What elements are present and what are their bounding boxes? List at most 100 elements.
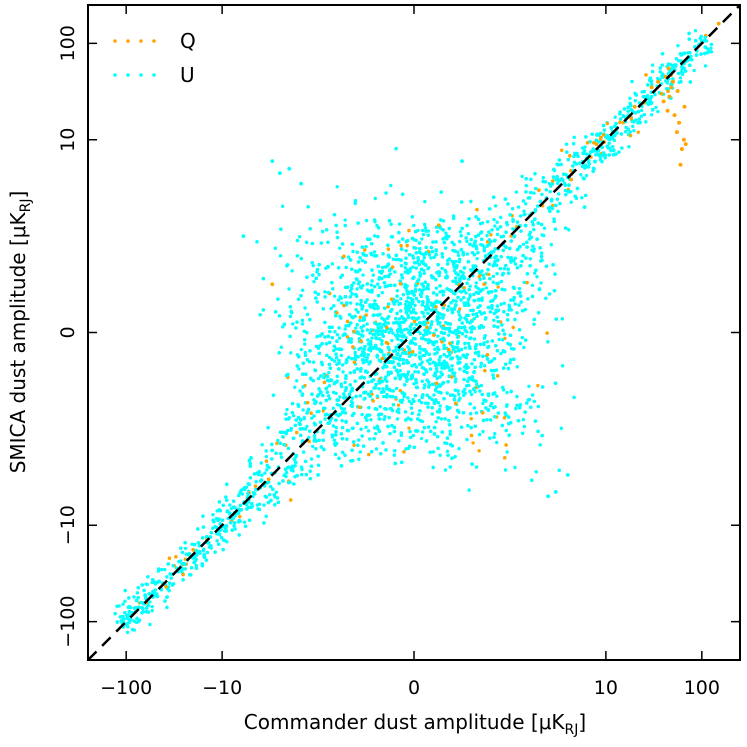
density-point-u bbox=[499, 351, 503, 356]
density-point-u bbox=[438, 290, 442, 294]
density-point-u bbox=[293, 385, 297, 390]
density-point-u bbox=[153, 588, 158, 592]
density-point-u bbox=[639, 114, 644, 119]
density-point-u bbox=[262, 503, 266, 507]
density-point-u bbox=[217, 532, 222, 537]
density-point-u bbox=[430, 397, 434, 402]
density-point-u bbox=[486, 393, 491, 398]
density-point-u bbox=[337, 336, 342, 340]
density-point-u bbox=[359, 353, 364, 357]
density-point-u bbox=[256, 472, 261, 477]
density-point-u bbox=[512, 357, 516, 361]
data-point-u bbox=[565, 472, 570, 477]
density-point-u bbox=[413, 261, 417, 265]
density-point-u bbox=[495, 315, 499, 319]
density-point-u bbox=[352, 370, 357, 374]
density-point-u bbox=[259, 461, 263, 465]
density-point-u bbox=[373, 386, 378, 390]
density-point-u bbox=[495, 349, 500, 353]
density-point-u bbox=[364, 218, 369, 223]
density-point-u bbox=[357, 438, 361, 442]
density-point-q bbox=[345, 319, 350, 324]
density-point-u bbox=[493, 247, 497, 251]
density-point-u bbox=[457, 318, 462, 322]
density-point-u bbox=[607, 146, 612, 151]
density-point-u bbox=[459, 425, 464, 429]
density-point-u bbox=[649, 113, 654, 117]
density-point-u bbox=[319, 241, 323, 245]
density-point-u bbox=[571, 142, 576, 146]
density-point-u bbox=[392, 425, 397, 430]
density-point-u bbox=[413, 342, 418, 346]
density-point-q bbox=[407, 228, 411, 233]
density-point-u bbox=[609, 126, 614, 130]
density-point-u bbox=[607, 153, 611, 157]
density-point-u bbox=[439, 190, 443, 194]
density-point-u bbox=[340, 450, 345, 455]
density-point-u bbox=[434, 286, 439, 290]
density-point-u bbox=[395, 294, 399, 298]
density-point-u bbox=[638, 120, 642, 125]
density-point-u bbox=[594, 153, 598, 157]
density-point-u bbox=[676, 71, 681, 76]
density-point-u bbox=[498, 266, 502, 271]
density-point-u bbox=[365, 328, 370, 332]
density-point-u bbox=[531, 223, 535, 227]
density-point-u bbox=[254, 487, 258, 492]
density-point-u bbox=[465, 437, 469, 442]
density-point-u bbox=[453, 380, 458, 384]
density-point-q bbox=[385, 325, 389, 330]
density-point-u bbox=[591, 169, 595, 173]
density-point-u bbox=[216, 542, 221, 546]
density-point-u bbox=[462, 301, 466, 305]
density-point-u bbox=[488, 436, 492, 440]
density-point-u bbox=[377, 429, 382, 434]
density-point-u bbox=[378, 349, 383, 353]
density-point-u bbox=[521, 242, 526, 246]
density-point-u bbox=[500, 323, 504, 327]
density-point-u bbox=[447, 423, 452, 427]
density-point-u bbox=[426, 380, 431, 384]
density-point-u bbox=[500, 287, 504, 292]
density-point-u bbox=[224, 495, 228, 499]
density-point-u bbox=[386, 302, 391, 306]
density-point-u bbox=[377, 337, 382, 341]
density-point-u bbox=[464, 363, 468, 367]
density-point-u bbox=[579, 173, 583, 177]
density-point-u bbox=[475, 382, 479, 386]
density-point-u bbox=[400, 400, 404, 404]
density-point-u bbox=[183, 546, 188, 551]
density-point-u bbox=[334, 429, 338, 434]
density-point-u bbox=[549, 242, 554, 247]
density-point-u bbox=[472, 298, 476, 303]
density-point-u bbox=[322, 375, 326, 380]
density-point-q bbox=[384, 340, 388, 345]
density-point-u bbox=[551, 263, 555, 267]
density-point-u bbox=[395, 356, 399, 361]
density-point-u bbox=[215, 539, 219, 543]
density-point-u bbox=[440, 255, 445, 259]
density-point-u bbox=[342, 395, 347, 399]
density-point-u bbox=[541, 233, 546, 238]
density-point-q bbox=[321, 409, 325, 413]
density-point-u bbox=[303, 306, 307, 310]
density-point-u bbox=[403, 410, 408, 414]
density-point-u bbox=[288, 480, 292, 484]
density-point-u bbox=[312, 434, 317, 438]
density-point-u bbox=[459, 200, 464, 204]
density-point-u bbox=[372, 218, 377, 222]
density-point-u bbox=[323, 295, 327, 299]
density-point-u bbox=[363, 260, 368, 264]
density-point-u bbox=[290, 401, 295, 406]
density-point-u bbox=[456, 389, 460, 393]
density-point-u bbox=[407, 301, 411, 305]
density-point-u bbox=[125, 630, 130, 635]
density-point-u bbox=[496, 411, 501, 415]
density-point-q bbox=[181, 572, 185, 577]
density-point-u bbox=[414, 238, 418, 243]
density-point-q bbox=[448, 341, 452, 345]
density-point-u bbox=[453, 349, 457, 354]
density-point-u bbox=[166, 562, 170, 566]
density-point-u bbox=[334, 418, 338, 422]
density-point-u bbox=[359, 325, 363, 330]
